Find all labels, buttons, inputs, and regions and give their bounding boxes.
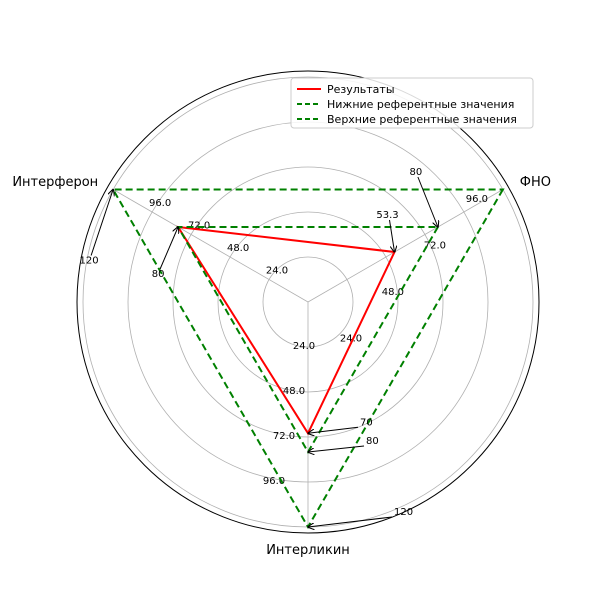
annotation-label: 80 xyxy=(152,269,165,280)
legend-entry-3: Верхние референтные значения xyxy=(327,113,517,126)
plot-outer-border xyxy=(76,70,540,534)
series-line-3 xyxy=(111,188,505,529)
ring-tick-label: 24.0 xyxy=(293,341,315,352)
annotation-arrow xyxy=(308,445,365,452)
annotation-arrow xyxy=(308,516,393,527)
annotations: 53.3 80 70 80 120 80 120 xyxy=(80,167,438,527)
annotation-arrow xyxy=(389,219,395,252)
ring-tick-label: 72.0 xyxy=(273,431,295,442)
annotation-arrow xyxy=(90,190,113,256)
annotation-label: 80 xyxy=(410,167,423,178)
ring-tick-label: 96.0 xyxy=(263,476,285,487)
grid-spoke-1 xyxy=(307,189,504,303)
ring-tick-label: 24.0 xyxy=(340,334,362,345)
axis-label-1: ФНО xyxy=(520,175,551,190)
ring-tick-label: 48.0 xyxy=(283,386,305,397)
annotation-label: 80 xyxy=(366,436,379,447)
series-line-1 xyxy=(176,225,397,436)
ring-tick-label: 48.0 xyxy=(227,243,249,254)
ring-tick-label: 48.0 xyxy=(382,287,404,298)
legend-entry-1: Результаты xyxy=(327,83,395,96)
ring-tick-label: 24.0 xyxy=(266,266,288,277)
series-line-2 xyxy=(176,226,440,455)
annotation-arrow xyxy=(159,227,178,270)
axis-label-2: Интерликин xyxy=(266,543,350,558)
annotation-label: 120 xyxy=(80,256,99,267)
annotation-arrow xyxy=(417,176,438,227)
legend: Результаты Нижние референтные значения Вер… xyxy=(290,77,534,129)
annotation-label: 120 xyxy=(394,507,413,518)
annotation-label: 70 xyxy=(360,417,373,428)
ring-tick-label: 96.0 xyxy=(149,198,171,209)
legend-entry-2: Нижние референтные значения xyxy=(327,98,514,111)
grid: 24.0 48.0 72.0 96.0 24.0 48.0 72.0 96.0 24.0 48.0… xyxy=(12,76,551,558)
grid-spoke-3 xyxy=(112,189,309,303)
annotation-label: 53.3 xyxy=(376,210,398,221)
ring-tick-label: 96.0 xyxy=(466,194,488,205)
axis-label-3: Интерферон xyxy=(12,175,98,190)
legend-box xyxy=(290,77,534,129)
annotation-arrow xyxy=(308,426,359,433)
ring-tick-label: 72.0 xyxy=(424,241,446,252)
